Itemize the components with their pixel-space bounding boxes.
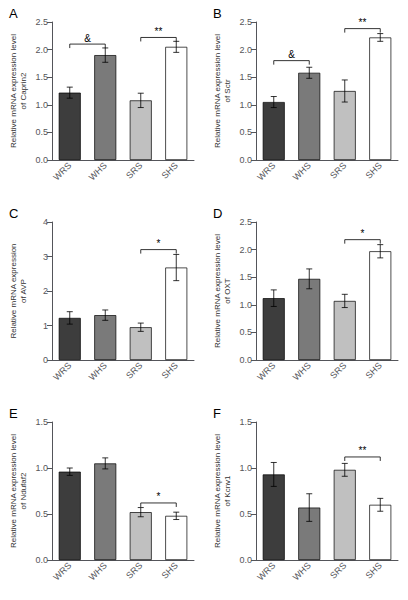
svg-text:1.5: 1.5 bbox=[35, 417, 48, 427]
svg-text:SRS: SRS bbox=[124, 160, 144, 180]
svg-text:1.5: 1.5 bbox=[239, 72, 252, 82]
svg-text:**: ** bbox=[155, 26, 163, 37]
svg-text:1.0: 1.0 bbox=[35, 463, 48, 473]
svg-text:0.0: 0.0 bbox=[239, 155, 252, 165]
svg-text:0.5: 0.5 bbox=[239, 509, 252, 519]
svg-text:of Ndufaf2: of Ndufaf2 bbox=[19, 472, 28, 509]
svg-text:of OXT: of OXT bbox=[223, 278, 232, 303]
svg-text:WHS: WHS bbox=[291, 560, 313, 582]
svg-text:2.0: 2.0 bbox=[239, 45, 252, 55]
svg-text:SRS: SRS bbox=[124, 560, 144, 580]
svg-text:WHS: WHS bbox=[291, 360, 313, 382]
svg-text:WHS: WHS bbox=[87, 160, 109, 182]
svg-text:2.0: 2.0 bbox=[239, 245, 252, 255]
svg-text:0.0: 0.0 bbox=[239, 355, 252, 365]
svg-text:1.5: 1.5 bbox=[239, 272, 252, 282]
svg-text:*: * bbox=[157, 238, 161, 249]
svg-text:WHS: WHS bbox=[291, 160, 313, 182]
svg-text:WRS: WRS bbox=[255, 160, 277, 182]
svg-text:1.5: 1.5 bbox=[239, 417, 252, 427]
svg-text:0.5: 0.5 bbox=[239, 127, 252, 137]
svg-text:0.0: 0.0 bbox=[35, 555, 48, 565]
svg-text:0.0: 0.0 bbox=[35, 155, 48, 165]
svg-text:1.0: 1.0 bbox=[239, 463, 252, 473]
svg-text:SHS: SHS bbox=[160, 360, 180, 380]
svg-text:**: ** bbox=[359, 17, 367, 28]
svg-text:SRS: SRS bbox=[124, 360, 144, 380]
svg-text:Relative mRNA expression level: Relative mRNA expression level bbox=[213, 234, 222, 348]
svg-text:SRS: SRS bbox=[328, 160, 348, 180]
svg-text:1.0: 1.0 bbox=[35, 100, 48, 110]
svg-text:Relative mRNA expression: Relative mRNA expression bbox=[9, 243, 18, 338]
svg-text:WRS: WRS bbox=[255, 360, 277, 382]
svg-text:D: D bbox=[213, 206, 222, 221]
svg-text:B: B bbox=[213, 6, 222, 21]
svg-text:SHS: SHS bbox=[160, 560, 180, 580]
svg-text:0.5: 0.5 bbox=[35, 127, 48, 137]
svg-text:1.0: 1.0 bbox=[239, 300, 252, 310]
svg-text:&: & bbox=[288, 49, 295, 60]
svg-text:A: A bbox=[9, 6, 18, 21]
svg-text:1.5: 1.5 bbox=[35, 72, 48, 82]
svg-text:WRS: WRS bbox=[255, 560, 277, 582]
svg-text:SHS: SHS bbox=[364, 160, 384, 180]
svg-text:Relative mRNA expression level: Relative mRNA expression level bbox=[213, 34, 222, 148]
svg-text:WHS: WHS bbox=[87, 360, 109, 382]
svg-text:0.5: 0.5 bbox=[239, 327, 252, 337]
svg-text:WRS: WRS bbox=[51, 560, 73, 582]
svg-text:*: * bbox=[361, 228, 365, 239]
svg-text:of Kcnv1: of Kcnv1 bbox=[223, 475, 232, 507]
svg-text:of Caprin2: of Caprin2 bbox=[19, 72, 28, 109]
svg-text:Relative mRNA expression level: Relative mRNA expression level bbox=[9, 34, 18, 148]
svg-text:0.5: 0.5 bbox=[35, 509, 48, 519]
svg-text:SRS: SRS bbox=[328, 560, 348, 580]
svg-text:4: 4 bbox=[43, 217, 48, 227]
svg-text:2: 2 bbox=[43, 286, 48, 296]
svg-text:F: F bbox=[213, 406, 221, 421]
svg-text:3: 3 bbox=[43, 252, 48, 262]
svg-text:WRS: WRS bbox=[51, 360, 73, 382]
svg-text:C: C bbox=[9, 206, 18, 221]
svg-text:1.0: 1.0 bbox=[239, 100, 252, 110]
svg-text:**: ** bbox=[359, 445, 367, 456]
svg-text:SRS: SRS bbox=[328, 360, 348, 380]
svg-text:of AVP: of AVP bbox=[19, 279, 28, 303]
svg-text:SHS: SHS bbox=[364, 360, 384, 380]
svg-text:0: 0 bbox=[43, 355, 48, 365]
svg-text:of Sctr: of Sctr bbox=[223, 79, 232, 102]
svg-text:Relative mRNA expression level: Relative mRNA expression level bbox=[213, 434, 222, 548]
svg-text:E: E bbox=[9, 406, 18, 421]
svg-text:Relative mRNA expression level: Relative mRNA expression level bbox=[9, 434, 18, 548]
svg-text:WHS: WHS bbox=[87, 560, 109, 582]
svg-text:*: * bbox=[157, 491, 161, 502]
svg-text:0.0: 0.0 bbox=[239, 555, 252, 565]
svg-text:1: 1 bbox=[43, 321, 48, 331]
svg-text:WRS: WRS bbox=[51, 160, 73, 182]
svg-text:2.5: 2.5 bbox=[239, 17, 252, 27]
svg-text:SHS: SHS bbox=[364, 560, 384, 580]
svg-text:2.5: 2.5 bbox=[35, 17, 48, 27]
svg-text:SHS: SHS bbox=[160, 160, 180, 180]
svg-text:&: & bbox=[84, 33, 91, 44]
svg-text:2.0: 2.0 bbox=[35, 45, 48, 55]
svg-text:2.5: 2.5 bbox=[239, 217, 252, 227]
